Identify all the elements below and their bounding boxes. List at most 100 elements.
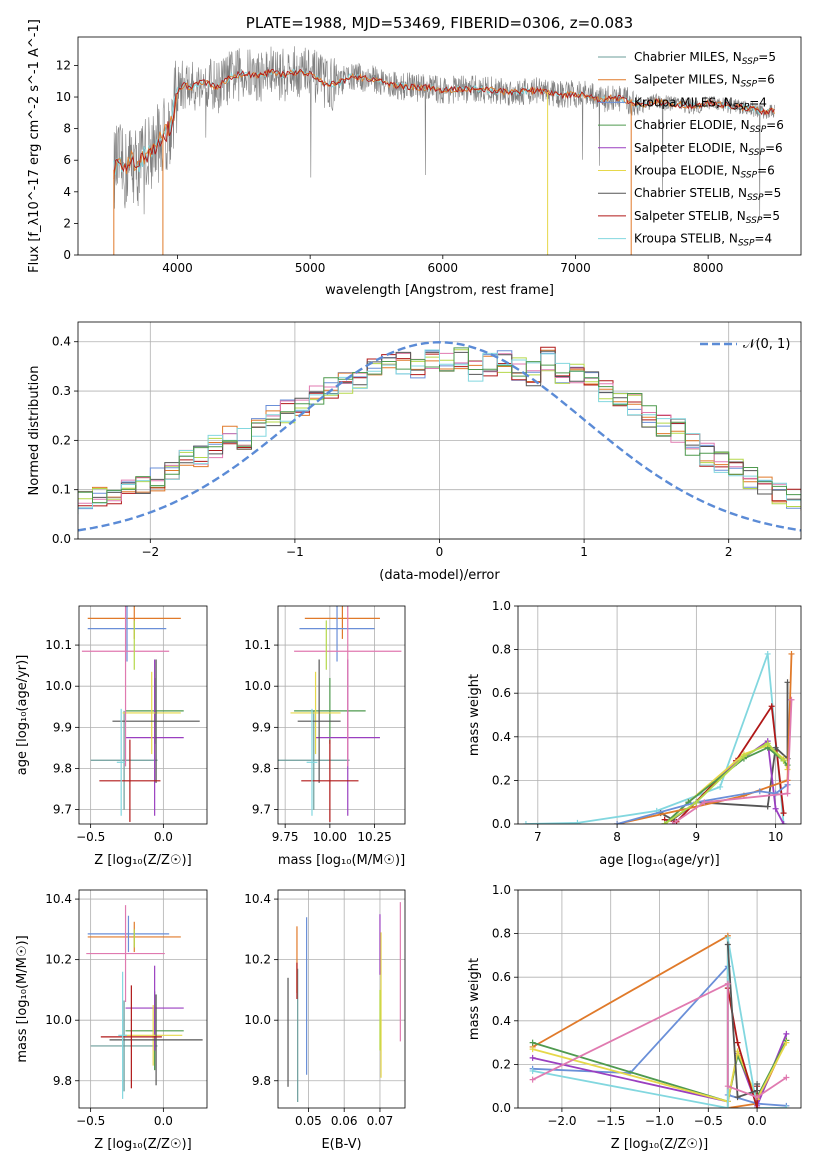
x-tick-label: −2.0 bbox=[547, 1114, 576, 1128]
axes-age_vs_mass: 9.75 10.00 10.25 9.7 9.8 9.9 10.0 10.1 mass [log… bbox=[244, 605, 406, 868]
y-tick-label: 10.2 bbox=[45, 953, 72, 967]
axes-massweight_vs_Z: −2.0 −1.5 −1.0 −0.5 0.0 0.0 0.2 0.4 0.6 0.8 1.0 Z [… bbox=[467, 883, 802, 1152]
series-line bbox=[672, 699, 793, 824]
y-tick-label: 10.1 bbox=[45, 638, 72, 652]
axes-frame bbox=[78, 889, 208, 1109]
plot-area-massweight_vs_Z bbox=[529, 932, 790, 1108]
y-axis-label: age [log₁₀(age/yr)] bbox=[15, 655, 30, 776]
axes-frame bbox=[517, 889, 802, 1109]
series-line bbox=[664, 742, 785, 824]
y-tick-label: 9.7 bbox=[53, 803, 72, 817]
data-point bbox=[788, 696, 795, 703]
data-point bbox=[724, 1083, 731, 1090]
x-tick-label: 0.0 bbox=[154, 1114, 173, 1128]
y-tick-label: 0.2 bbox=[52, 433, 71, 447]
y-tick-label: 0.4 bbox=[52, 335, 71, 349]
gaussian-curve bbox=[78, 340, 801, 532]
legend-entry: Salpeter ELODIE, NSSP=6 bbox=[634, 141, 783, 158]
legend-entry: Kroupa STELIB, NSSP=4 bbox=[634, 232, 772, 249]
legend: Chabrier MILES, NSSP=5 Salpeter MILES, NS… bbox=[598, 50, 784, 249]
x-tick-label: 0 bbox=[436, 545, 444, 559]
y-tick-label: 4 bbox=[63, 185, 71, 199]
x-axis-label: Z [log₁₀(Z/Z☉)] bbox=[94, 1137, 191, 1152]
data-point bbox=[780, 757, 787, 764]
data-point bbox=[783, 1030, 790, 1037]
y-tick-label: 10.1 bbox=[244, 638, 271, 652]
x-tick-label: 9 bbox=[693, 830, 701, 844]
y-tick-label: 9.7 bbox=[252, 803, 271, 817]
axes-spectrum: 4000 5000 6000 7000 8000 0 2 4 6 8 10 12 wavelength … bbox=[27, 14, 802, 298]
histogram-series bbox=[78, 346, 801, 515]
legend-entry: Salpeter MILES, NSSP=6 bbox=[634, 73, 775, 90]
x-axis-label: wavelength [Angstrom, rest frame] bbox=[325, 283, 554, 298]
data-point bbox=[734, 1094, 741, 1101]
y-tick-label: 8 bbox=[63, 122, 71, 136]
data-point bbox=[783, 1074, 790, 1081]
chart-title: PLATE=1988, MJD=53469, FIBERID=0306, z=0… bbox=[246, 14, 633, 32]
y-tick-label: 9.8 bbox=[252, 761, 271, 775]
axes-frame bbox=[77, 321, 802, 540]
x-tick-label: 0.0 bbox=[748, 1114, 767, 1128]
series-line bbox=[616, 653, 793, 824]
legend-entry: Chabrier ELODIE, NSSP=6 bbox=[634, 118, 784, 135]
data-point bbox=[529, 1054, 536, 1061]
data-point bbox=[724, 1105, 731, 1108]
x-tick-label: 10 bbox=[768, 830, 783, 844]
data-point bbox=[724, 941, 731, 948]
axes-frame bbox=[277, 889, 406, 1109]
data-point bbox=[693, 799, 700, 806]
histogram-series bbox=[78, 347, 801, 504]
axes-residuals: −2 −1 0 1 2 0.0 0.1 0.2 0.3 0.4 (data-model)/error… bbox=[27, 321, 802, 583]
series-line bbox=[525, 653, 785, 824]
data-point bbox=[724, 934, 731, 941]
data-point bbox=[788, 650, 795, 657]
plot-area-spectrum bbox=[113, 46, 775, 255]
axes-mass_vs_ebv: 0.05 0.06 0.07 9.8 10.0 10.2 10.4 E(B-V) bbox=[244, 889, 406, 1152]
data-point bbox=[614, 821, 621, 824]
histogram-series bbox=[78, 352, 801, 505]
x-tick-label: 6000 bbox=[428, 261, 459, 275]
x-tick-label: 0.06 bbox=[331, 1114, 358, 1128]
y-tick-label: 0.8 bbox=[492, 643, 511, 657]
x-tick-label: 8 bbox=[613, 830, 621, 844]
data-point bbox=[740, 753, 747, 760]
y-tick-label: 0 bbox=[63, 248, 71, 262]
y-tick-label: 10.4 bbox=[45, 892, 72, 906]
y-tick-label: 0.4 bbox=[492, 1014, 511, 1028]
data-point bbox=[701, 799, 708, 806]
x-tick-label: 10.25 bbox=[357, 830, 391, 844]
data-point bbox=[780, 810, 787, 817]
data-point bbox=[772, 744, 779, 751]
data-point bbox=[764, 803, 771, 810]
y-tick-label: 0.8 bbox=[492, 927, 511, 941]
y-axis-label: Flux [f_λ10^-17 erg cm^-2 s^-1 A^-1] bbox=[27, 19, 42, 273]
plot-area-mass_vs_ebv bbox=[287, 902, 401, 1102]
x-tick-label: −2 bbox=[141, 545, 159, 559]
x-tick-label: 0.0 bbox=[154, 830, 173, 844]
data-point bbox=[754, 1081, 761, 1088]
axes-age_vs_Z: −0.5 0.0 9.7 9.8 9.9 10.0 10.1 Z [log₁₀(Z/Z☉)] a… bbox=[15, 605, 208, 868]
x-tick-label: −1 bbox=[286, 545, 304, 559]
x-axis-label: Z [log₁₀(Z/Z☉)] bbox=[94, 853, 191, 868]
y-tick-label: 6 bbox=[63, 153, 71, 167]
x-tick-label: 1 bbox=[580, 545, 588, 559]
y-tick-label: 9.8 bbox=[252, 1074, 271, 1088]
y-tick-label: 0.6 bbox=[492, 686, 511, 700]
data-point bbox=[764, 740, 771, 747]
x-tick-label: −0.5 bbox=[76, 830, 105, 844]
y-tick-label: 2 bbox=[63, 216, 71, 230]
legend-entry: Chabrier STELIB, NSSP=5 bbox=[634, 186, 781, 203]
x-tick-label: −1.5 bbox=[596, 1114, 625, 1128]
y-tick-label: 10.0 bbox=[244, 1013, 271, 1027]
x-tick-label: −0.5 bbox=[694, 1114, 723, 1128]
axes-mass_vs_Z: −0.5 0.0 9.8 10.0 10.2 10.4 Z [log₁₀(Z/Z☉)] mas… bbox=[15, 889, 208, 1152]
x-axis-label: mass [log₁₀(M/M☉)] bbox=[278, 853, 405, 868]
data-point bbox=[784, 679, 791, 686]
data-point bbox=[734, 1039, 741, 1046]
y-tick-label: 9.8 bbox=[53, 761, 72, 775]
x-tick-label: 8000 bbox=[693, 261, 724, 275]
y-tick-label: 1.0 bbox=[492, 599, 511, 613]
y-tick-label: 9.9 bbox=[53, 720, 72, 734]
legend-entry: Salpeter STELIB, NSSP=5 bbox=[634, 209, 780, 226]
